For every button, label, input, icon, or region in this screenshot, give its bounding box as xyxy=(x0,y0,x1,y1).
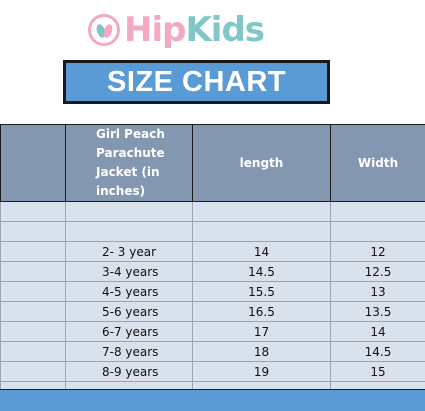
size-cell: 3-4 years xyxy=(65,261,193,282)
size-cell: 4-5 years xyxy=(65,281,193,302)
row-blank-cell xyxy=(0,341,66,362)
size-cell: 6-7 years xyxy=(65,321,193,342)
width-cell: 13.5 xyxy=(330,301,425,322)
length-cell: 14 xyxy=(192,241,331,262)
brand-logo: HipKids xyxy=(88,6,293,54)
row-blank-cell xyxy=(0,241,66,262)
size-chart-table: Girl Peach Parachute Jacket (in inches) … xyxy=(0,124,425,402)
table-row: 8-9 years 19 15 xyxy=(0,361,425,382)
size-cell: 8-9 years xyxy=(65,361,193,382)
width-cell: 13 xyxy=(330,281,425,302)
width-cell: 12.5 xyxy=(330,261,425,282)
size-cell: 7-8 years xyxy=(65,341,193,362)
table-row: 6-7 years 17 14 xyxy=(0,321,425,342)
row-blank-cell xyxy=(0,301,66,322)
row-blank-cell xyxy=(0,281,66,302)
table-row: 4-5 years 15.5 13 xyxy=(0,281,425,302)
width-cell: 12 xyxy=(330,241,425,262)
size-cell: 5-6 years xyxy=(65,301,193,322)
bottom-bar xyxy=(0,389,425,411)
brand-kids: Kids xyxy=(185,10,265,50)
table-row: 3-4 years 14.5 12.5 xyxy=(0,261,425,282)
width-cell xyxy=(330,201,425,222)
table-header-row: Girl Peach Parachute Jacket (in inches) … xyxy=(0,124,425,202)
row-blank-cell xyxy=(0,261,66,282)
length-cell: 15.5 xyxy=(192,281,331,302)
length-cell: 16.5 xyxy=(192,301,331,322)
row-blank-cell xyxy=(0,361,66,382)
table-row xyxy=(0,221,425,242)
length-cell xyxy=(192,221,331,242)
length-cell: 19 xyxy=(192,361,331,382)
row-blank-cell xyxy=(0,321,66,342)
width-cell xyxy=(330,221,425,242)
width-cell: 14 xyxy=(330,321,425,342)
size-cell: 2- 3 year xyxy=(65,241,193,262)
size-cell xyxy=(65,221,193,242)
brand-hip: Hip xyxy=(124,10,186,50)
length-cell: 18 xyxy=(192,341,331,362)
width-cell: 15 xyxy=(330,361,425,382)
header-length: length xyxy=(192,124,331,202)
length-cell: 17 xyxy=(192,321,331,342)
table-row: 5-6 years 16.5 13.5 xyxy=(0,301,425,322)
table-row: 7-8 years 18 14.5 xyxy=(0,341,425,362)
row-blank-cell xyxy=(0,201,66,222)
size-chart-title-box: SIZE CHART xyxy=(63,60,330,104)
table-row: 2- 3 year 14 12 xyxy=(0,241,425,262)
logo-emblem-icon xyxy=(88,14,120,46)
header-width: Width xyxy=(330,124,425,202)
length-cell: 14.5 xyxy=(192,261,331,282)
length-cell xyxy=(192,201,331,222)
size-cell xyxy=(65,201,193,222)
row-blank-cell xyxy=(0,221,66,242)
width-cell: 14.5 xyxy=(330,341,425,362)
table-row xyxy=(0,201,425,222)
header-blank xyxy=(0,124,66,202)
brand-wordmark: HipKids xyxy=(124,10,265,50)
header-product: Girl Peach Parachute Jacket (in inches) xyxy=(65,124,193,202)
page-title: SIZE CHART xyxy=(107,65,286,98)
